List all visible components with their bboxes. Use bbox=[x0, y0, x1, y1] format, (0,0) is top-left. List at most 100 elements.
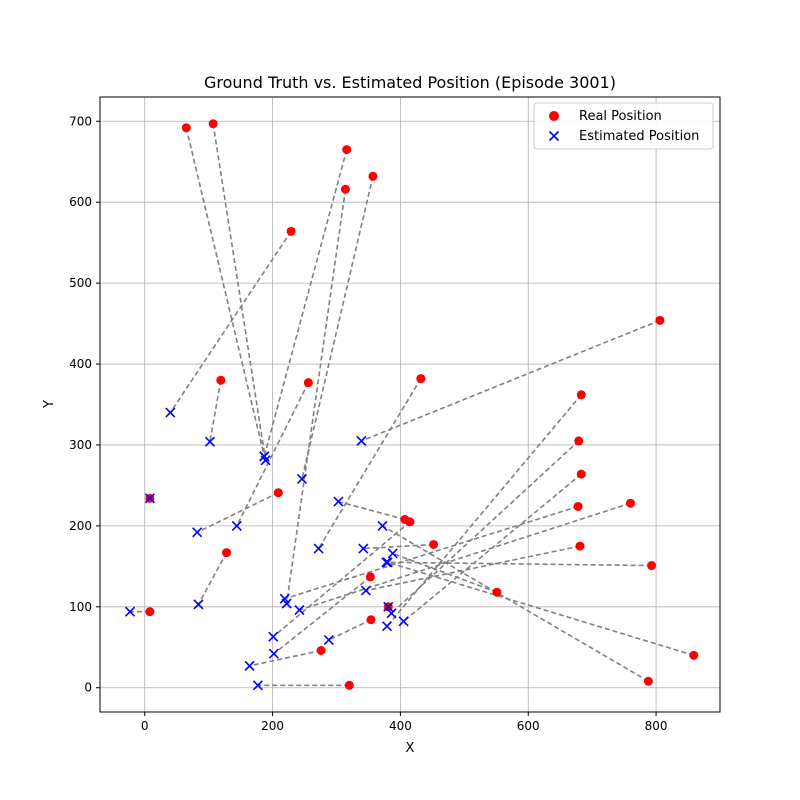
connector-line bbox=[361, 319, 661, 442]
connector-line bbox=[185, 127, 266, 457]
real-position-point bbox=[365, 572, 375, 582]
real-position-point bbox=[366, 615, 376, 625]
real-position-point bbox=[626, 498, 636, 508]
estimated-position-point bbox=[313, 543, 324, 554]
x-tick-label: 400 bbox=[389, 719, 412, 733]
real-position-point bbox=[303, 378, 313, 388]
estimated-position-point bbox=[193, 599, 204, 610]
connector-line bbox=[273, 576, 371, 655]
legend-estimated-marker bbox=[548, 130, 560, 142]
real-position-point bbox=[576, 390, 586, 400]
connector-line bbox=[301, 176, 374, 480]
connector-line bbox=[285, 189, 347, 604]
estimated-position-point bbox=[386, 608, 397, 619]
real-position-point bbox=[368, 171, 378, 181]
estimated-position-point bbox=[268, 648, 279, 659]
real-position-point bbox=[216, 375, 226, 385]
estimated-position-point bbox=[204, 436, 216, 447]
real-position-point bbox=[574, 436, 584, 446]
estimated-position-point bbox=[358, 543, 369, 554]
y-axis-ticks: 0 100 200 300 400 500 600 700 bbox=[69, 114, 100, 695]
estimated-position-point bbox=[279, 593, 290, 604]
real-position-point bbox=[286, 226, 296, 236]
real-position-point bbox=[273, 488, 283, 498]
real-position-point bbox=[405, 517, 415, 527]
connector-line bbox=[212, 123, 267, 461]
estimated-position-point bbox=[231, 520, 242, 531]
x-tick-label: 800 bbox=[645, 719, 668, 733]
connector-line bbox=[386, 561, 652, 567]
connector-line bbox=[284, 505, 579, 600]
y-tick-label: 100 bbox=[69, 600, 92, 614]
connector-line bbox=[387, 561, 695, 657]
real-position-point bbox=[416, 374, 426, 384]
y-tick-label: 400 bbox=[69, 357, 92, 371]
real-position-point bbox=[342, 145, 352, 155]
connector-line bbox=[169, 230, 292, 414]
real-position-point bbox=[340, 184, 350, 194]
real-position-point bbox=[492, 587, 502, 597]
estimated-position-point bbox=[382, 557, 393, 568]
y-tick-label: 700 bbox=[69, 114, 92, 128]
estimated-position-point bbox=[323, 634, 334, 646]
plot-frame bbox=[99, 96, 721, 713]
y-tick-label: 600 bbox=[69, 195, 92, 209]
real-position-point bbox=[344, 680, 354, 690]
estimated-position-point bbox=[383, 601, 394, 612]
y-axis-label: Y bbox=[42, 400, 57, 409]
connector-line bbox=[363, 543, 434, 550]
real-position-point bbox=[316, 646, 326, 655]
y-tick-label: 300 bbox=[69, 438, 92, 452]
estimated-position-point bbox=[333, 496, 344, 507]
estimated-position-points bbox=[124, 407, 409, 691]
connector-line bbox=[209, 380, 222, 442]
connector-line bbox=[263, 149, 348, 457]
x-tick-label: 200 bbox=[261, 719, 284, 733]
x-axis-ticks: 0 200 400 600 800 bbox=[141, 712, 668, 733]
connector-line bbox=[338, 500, 406, 521]
legend: Real Position Estimated Position bbox=[533, 102, 714, 150]
real-position-point bbox=[575, 541, 585, 551]
y-tick-label: 0 bbox=[84, 681, 92, 695]
connector-line bbox=[236, 382, 310, 527]
estimated-position-point bbox=[360, 585, 371, 596]
grid bbox=[100, 97, 720, 712]
y-tick-label: 500 bbox=[69, 276, 92, 290]
connector-line bbox=[299, 502, 631, 611]
real-position-point bbox=[576, 469, 586, 479]
estimated-position-point bbox=[294, 604, 305, 616]
real-position-point bbox=[647, 561, 657, 571]
estimated-position-point bbox=[244, 660, 255, 671]
connector-line bbox=[382, 525, 649, 682]
legend-box bbox=[533, 102, 714, 150]
connector-line bbox=[365, 545, 581, 592]
x-axis-label: X bbox=[406, 741, 415, 756]
estimated-position-point bbox=[144, 493, 155, 504]
legend-real-marker bbox=[549, 111, 559, 121]
connector-line bbox=[249, 649, 322, 667]
y-tick-label: 200 bbox=[69, 519, 92, 533]
estimated-position-point bbox=[259, 451, 270, 462]
real-position-point bbox=[222, 548, 232, 558]
estimated-position-point bbox=[377, 520, 388, 531]
connector-line bbox=[317, 378, 422, 549]
estimated-position-point bbox=[296, 473, 308, 485]
x-tick-label: 0 bbox=[141, 719, 149, 733]
estimated-position-point bbox=[252, 680, 263, 691]
estimated-position-point bbox=[268, 631, 279, 642]
estimated-position-point bbox=[381, 621, 393, 632]
estimated-position-point bbox=[398, 616, 409, 627]
connector-lines bbox=[130, 123, 695, 687]
x-tick-label: 600 bbox=[517, 719, 540, 733]
real-position-point bbox=[655, 315, 665, 325]
real-position-point bbox=[145, 607, 155, 617]
connector-line bbox=[196, 491, 279, 534]
real-position-point bbox=[429, 539, 439, 549]
estimated-position-point bbox=[356, 435, 367, 446]
estimated-position-point bbox=[381, 557, 392, 568]
legend-real-label: Real Position bbox=[579, 109, 662, 124]
legend-estimated-label: Estimated Position bbox=[579, 129, 699, 144]
estimated-position-point bbox=[387, 548, 398, 559]
real-position-point bbox=[573, 501, 583, 511]
real-position-point bbox=[181, 123, 191, 133]
